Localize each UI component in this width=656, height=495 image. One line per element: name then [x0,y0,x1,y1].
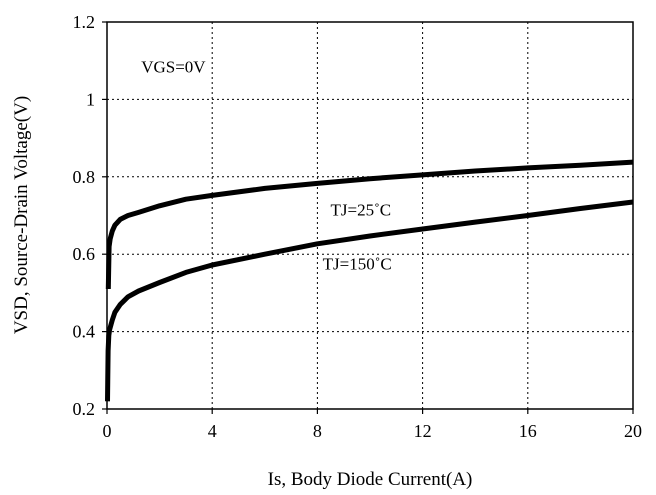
x-tick-label: 4 [208,421,217,441]
series-line-tj-25c [105,159,634,290]
x-tick-label: 12 [414,421,432,441]
y-tick-label: 1.2 [73,12,96,32]
annotation-0: VGS=0V [141,57,206,76]
y-tick-label: 0.4 [73,322,96,342]
y-axis-title: VSD, Source-Drain Voltage(V) [11,96,32,334]
series-line-tj-150c [105,199,634,402]
x-axis-title: Is, Body Diode Current(A) [268,469,473,490]
x-tick-label: 20 [624,421,642,441]
x-tick-label: 8 [313,421,322,441]
annotations: VGS=0V TJ=25˚C TJ=150˚C [141,57,392,273]
annotation-1: TJ=25˚C [331,201,392,220]
plot-frame [106,21,634,410]
y-tick-label: 0.8 [73,167,96,187]
x-tick-label: 0 [103,421,112,441]
annotation-2: TJ=150˚C [323,255,392,274]
x-tick-label: 16 [519,421,537,441]
tick-labels: 0 4 8 12 16 20 0.2 0.4 0.6 0.8 1 1.2 [73,12,643,441]
y-tick-label: 0.2 [73,399,96,419]
y-tick-label: 1 [86,89,95,109]
y-tick-label: 0.6 [73,244,96,264]
series-layer [105,159,634,402]
